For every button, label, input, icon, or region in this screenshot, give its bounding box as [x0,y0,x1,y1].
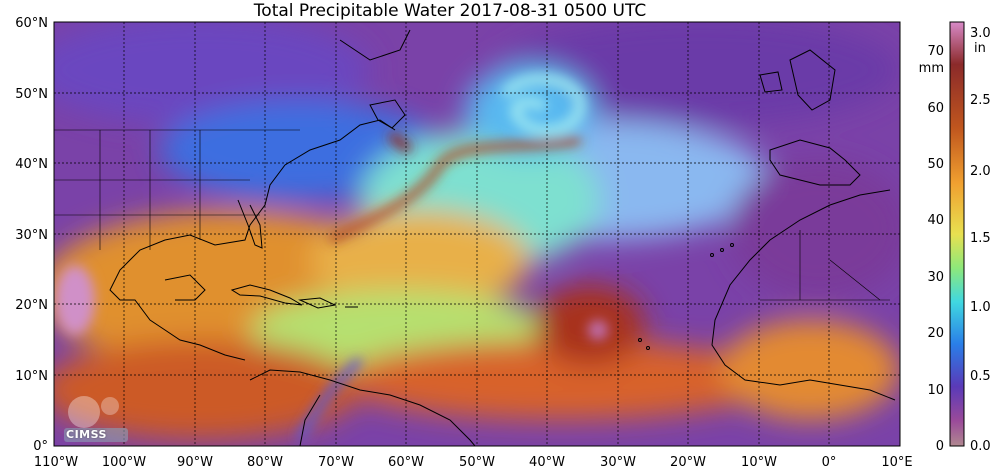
mm-tick: 70 [927,44,944,59]
map-frame [53,21,901,447]
in-tick: 2.0 [970,164,991,179]
colorbar-in-axis: 3.0 in 2.5 2.0 1.5 1.0 0.5 0.0 [970,26,991,454]
lon-label: 50°W [459,455,495,470]
lon-label: 80°W [247,455,283,470]
map-title: Total Precipitable Water 2017-08-31 0500… [253,1,647,21]
lat-label: 0° [33,439,48,454]
mm-unit: mm [919,61,944,76]
lon-label: 60°W [388,455,424,470]
in-tick: 1.0 [970,300,991,315]
in-tick: 0.0 [970,439,991,454]
mm-tick: 10 [927,383,944,398]
in-unit: in [974,41,986,56]
in-tick: 0.5 [970,369,991,384]
lon-label: 40°W [529,455,565,470]
mm-tick: 60 [927,101,944,116]
lon-label: 30°W [600,455,636,470]
in-tick: 3.0 [970,26,991,41]
in-tick: 2.5 [970,93,991,108]
lon-label: 110°W [34,455,78,470]
mm-tick: 30 [927,270,944,285]
colorbar-mm-axis: mm 70 60 50 40 30 20 10 0 [919,44,944,454]
lat-label: 60°N [15,16,48,31]
lat-label: 20°N [15,298,48,313]
cimss-logo [64,396,128,442]
lon-label: 20°W [670,455,706,470]
lon-label: 90°W [177,455,213,470]
mm-tick: 50 [927,157,944,172]
lon-label: 0° [822,455,837,470]
lon-label: 10°W [741,455,777,470]
lon-label: 100°W [102,455,146,470]
in-tick: 1.5 [970,231,991,246]
mm-tick: 0 [936,439,944,454]
tpw-field [54,22,900,446]
coastlines [109,29,896,446]
lon-label: 10°E [881,455,912,470]
lon-label: 70°W [318,455,354,470]
borders [54,129,890,301]
cimss-logo-text: CIMSS [66,428,107,441]
mm-tick: 40 [927,213,944,228]
lat-axis: 60°N 50°N 40°N 30°N 20°N 10°N 0° [15,16,48,454]
mm-tick: 20 [927,326,944,341]
lat-label: 40°N [15,157,48,172]
lat-label: 10°N [15,369,48,384]
lon-axis: 110°W 100°W 90°W 80°W 70°W 60°W 50°W 40°… [34,455,913,470]
lat-label: 30°N [15,228,48,243]
colorbar [949,21,965,447]
graticule [54,22,900,446]
lat-label: 50°N [15,87,48,102]
